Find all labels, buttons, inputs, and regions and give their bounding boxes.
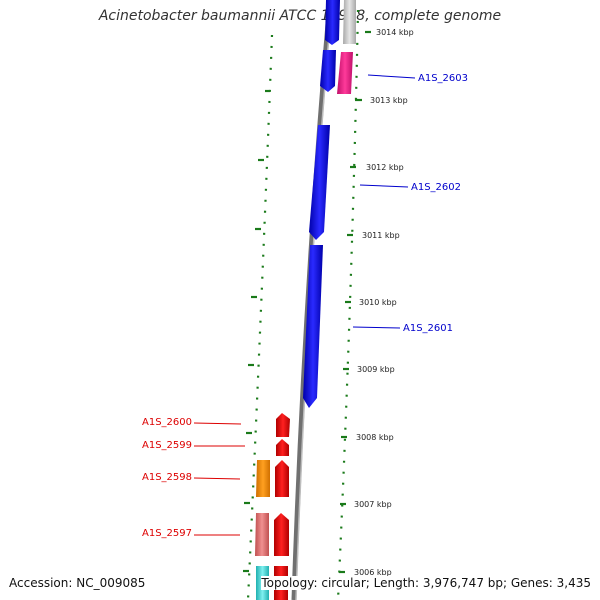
cds-a1s-2600	[276, 413, 290, 437]
tick-label: 3014 kbp	[376, 28, 414, 37]
gene-label-a1s-2603[interactable]: A1S_2603	[418, 73, 468, 84]
orange-feature-a1s-2598	[256, 460, 270, 497]
tick-label: 3008 kbp	[356, 433, 394, 442]
gene-label-a1s-2597[interactable]: A1S_2597	[142, 528, 192, 539]
accession-label: Accession: NC_009085	[9, 576, 146, 590]
pink-feature-a1s-2603	[337, 52, 353, 94]
cds-a1s-2599	[276, 439, 289, 456]
tick-label: 3006 kbp	[354, 568, 392, 577]
outer-dotted-guide	[336, 9, 360, 600]
forward-gene-labels	[352, 74, 416, 329]
tick-label: 3013 kbp	[370, 96, 408, 105]
tick-label: 3009 kbp	[357, 365, 395, 374]
cds-a1s-2598	[275, 460, 289, 497]
tick-label: 3011 kbp	[362, 231, 400, 240]
gene-label-a1s-2599[interactable]: A1S_2599	[142, 440, 192, 451]
gene-label-a1s-2598[interactable]: A1S_2598	[142, 472, 192, 483]
cds-a1s-2601	[303, 245, 323, 408]
tick-label: 3010 kbp	[359, 298, 397, 307]
salmon-feature-a1s-2597	[255, 513, 269, 556]
topology-label: Topology: circular; Length: 3,976,747 bp…	[261, 576, 591, 590]
kbp-tick-marks	[339, 30, 371, 574]
gene-label-a1s-2601[interactable]: A1S_2601	[403, 323, 453, 334]
inner-dash-markers	[243, 89, 270, 573]
gene-label-a1s-2600[interactable]: A1S_2600	[142, 417, 192, 428]
map-title: Acinetobacter baumannii ATCC 17978, comp…	[98, 8, 502, 24]
cds-a1s-2597	[274, 513, 289, 556]
cds-forward-top	[325, 0, 340, 45]
tick-label: 3007 kbp	[354, 500, 392, 509]
gene-label-a1s-2602[interactable]: A1S_2602	[411, 182, 461, 193]
cds-a1s-2603	[320, 50, 336, 92]
reverse-gene-labels	[193, 422, 245, 536]
cds-a1s-2602	[309, 125, 330, 240]
tick-label: 3012 kbp	[366, 163, 404, 172]
grey-feature-top	[343, 0, 356, 44]
